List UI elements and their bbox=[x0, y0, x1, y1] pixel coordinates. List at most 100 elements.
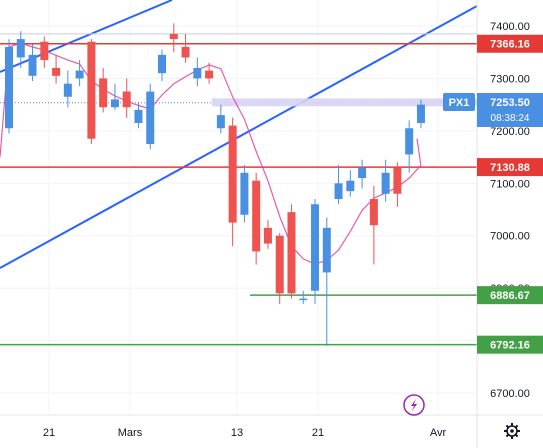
candle bbox=[263, 219, 272, 249]
candle bbox=[322, 217, 331, 346]
trend-line-lower bbox=[0, 5, 478, 269]
price-tick-label: 6700.00 bbox=[490, 388, 530, 400]
lightning-icon[interactable] bbox=[403, 394, 425, 416]
candle bbox=[381, 159, 390, 202]
candle-body bbox=[110, 99, 119, 108]
candle-body bbox=[193, 67, 202, 79]
candle-body bbox=[122, 91, 131, 108]
trend-line-upper bbox=[0, 0, 173, 73]
level-badge bbox=[477, 34, 543, 53]
candle bbox=[240, 164, 249, 223]
highlight-zone bbox=[212, 98, 477, 107]
candle-body bbox=[52, 67, 61, 76]
time-tick-label: 21 bbox=[43, 427, 55, 439]
moving-average bbox=[0, 42, 422, 265]
candle bbox=[52, 54, 61, 84]
level-lines bbox=[0, 42, 477, 346]
symbol-label: PX1 bbox=[449, 97, 470, 109]
candle bbox=[75, 60, 84, 87]
candle-body bbox=[63, 83, 72, 97]
candle bbox=[146, 83, 155, 150]
candle-body bbox=[228, 125, 237, 223]
candle-body bbox=[299, 298, 308, 301]
candle bbox=[63, 70, 72, 108]
price-tick-label: 7400.00 bbox=[490, 21, 530, 33]
candle-body bbox=[158, 54, 167, 74]
candle-body bbox=[28, 54, 37, 76]
candle-body bbox=[16, 39, 25, 58]
current-price-badge: PX1 7253.50 08:38:24 bbox=[443, 93, 543, 127]
candle bbox=[205, 62, 214, 84]
time-tick-label: 13 bbox=[231, 427, 243, 439]
candle-body bbox=[99, 78, 108, 108]
candle-body bbox=[334, 183, 343, 200]
candle bbox=[416, 99, 425, 129]
candle-body bbox=[381, 172, 390, 194]
level-label: 6886.67 bbox=[490, 290, 530, 302]
candle-body bbox=[275, 235, 284, 294]
candle-body bbox=[146, 91, 155, 144]
candle bbox=[16, 31, 25, 68]
level-badge bbox=[477, 286, 543, 305]
candle bbox=[110, 83, 119, 110]
candle bbox=[122, 78, 131, 118]
candle-body bbox=[181, 46, 190, 58]
candle bbox=[40, 36, 49, 68]
candle-body bbox=[134, 109, 143, 123]
candle bbox=[369, 185, 378, 265]
candle bbox=[216, 104, 225, 134]
level-badge bbox=[477, 335, 543, 354]
time-tick-label: 21 bbox=[312, 427, 324, 439]
candle bbox=[134, 102, 143, 129]
candle bbox=[181, 33, 190, 63]
candle-body bbox=[322, 227, 331, 273]
time-tick-label: Mars bbox=[118, 427, 143, 439]
candle-body bbox=[263, 227, 272, 244]
level-label: 7130.88 bbox=[490, 162, 530, 174]
candle bbox=[252, 172, 261, 265]
candle-body bbox=[169, 33, 178, 40]
candle-body bbox=[75, 70, 84, 79]
candle bbox=[311, 199, 320, 304]
candle bbox=[158, 49, 167, 82]
price-tick-label: 7100.00 bbox=[490, 178, 530, 190]
candle-body bbox=[358, 167, 367, 179]
candle-body bbox=[287, 212, 296, 294]
candle bbox=[299, 290, 308, 304]
candle bbox=[393, 162, 402, 207]
level-badge bbox=[477, 158, 543, 177]
price-tick-label: 7000.00 bbox=[490, 231, 530, 243]
candle-body bbox=[416, 104, 425, 123]
candle bbox=[99, 67, 108, 113]
countdown-label: 08:38:24 bbox=[491, 113, 530, 124]
candles bbox=[5, 23, 425, 346]
candle bbox=[169, 23, 178, 53]
candle bbox=[358, 159, 367, 189]
ma-line bbox=[0, 42, 422, 265]
candle bbox=[287, 204, 296, 299]
candle-body bbox=[87, 41, 96, 139]
candle-body bbox=[369, 199, 378, 226]
candle bbox=[193, 57, 202, 87]
candle-body bbox=[393, 167, 402, 194]
candle-body bbox=[40, 41, 49, 61]
candle bbox=[346, 170, 355, 197]
price-tick-label: 7200.00 bbox=[490, 126, 530, 138]
level-label: 7366.16 bbox=[490, 39, 530, 51]
candle bbox=[28, 44, 37, 82]
candle bbox=[405, 120, 414, 173]
candle-body bbox=[405, 128, 414, 155]
price-tick-label: 7300.00 bbox=[490, 73, 530, 85]
candle-body bbox=[346, 180, 355, 192]
current-price-label: 7253.50 bbox=[490, 97, 530, 109]
candle-body bbox=[5, 46, 13, 129]
candle-body bbox=[311, 204, 320, 291]
gear-icon[interactable] bbox=[504, 423, 520, 439]
candle-body bbox=[205, 70, 214, 79]
candle bbox=[5, 39, 13, 134]
level-label: 6792.16 bbox=[490, 340, 530, 352]
grid bbox=[0, 0, 477, 415]
time-tick-label: Avr bbox=[430, 427, 447, 439]
candle bbox=[334, 164, 343, 205]
